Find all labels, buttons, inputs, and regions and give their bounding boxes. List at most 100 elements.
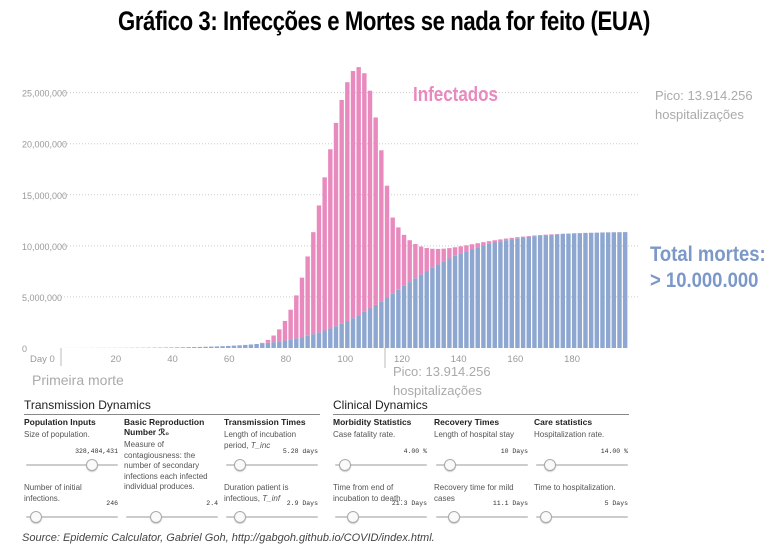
hospital-stay-desc: Length of hospital stay	[434, 430, 515, 439]
bar-deaths	[282, 340, 288, 348]
bar-infected	[294, 295, 299, 339]
bar-deaths	[209, 346, 214, 348]
bar-infected	[503, 238, 509, 241]
bar-deaths	[316, 332, 322, 348]
slider-knob[interactable]	[540, 511, 552, 523]
slider-track	[436, 516, 528, 518]
total-deaths-line2: > 10.000.000	[650, 269, 759, 292]
bar-deaths	[175, 347, 180, 348]
recovery-times: Recovery Times Length of hospital stay	[434, 417, 530, 441]
infectious-symbol: T_inf	[262, 493, 281, 503]
bar-infected	[350, 70, 356, 319]
bar-deaths	[277, 341, 282, 348]
bar-deaths	[413, 278, 418, 348]
slider-knob[interactable]	[347, 511, 359, 523]
slider-knob[interactable]	[544, 459, 556, 471]
slider-track	[536, 464, 628, 466]
slider-knob[interactable]	[150, 511, 162, 523]
transmission-dynamics-header: Transmission Dynamics	[24, 398, 320, 415]
bar-deaths	[260, 343, 265, 348]
bar-deaths	[492, 242, 497, 348]
slider-knob[interactable]	[444, 459, 456, 471]
population-desc: Size of population.	[24, 430, 90, 439]
initial-infections-slider[interactable]: 246	[26, 500, 118, 524]
source-note: Source: Epidemic Calculator, Gabriel Goh…	[22, 532, 435, 544]
bar-deaths	[226, 345, 231, 348]
morbidity-title: Morbidity Statistics	[333, 417, 412, 427]
bar-infected	[396, 227, 401, 290]
bar-infected	[271, 335, 276, 343]
slider-knob[interactable]	[86, 459, 98, 471]
bar-deaths	[214, 346, 220, 348]
bar-deaths	[271, 342, 276, 348]
bar-deaths	[549, 234, 554, 348]
x-tick-label: 20	[111, 354, 122, 365]
r0-slider[interactable]: 2.4	[126, 500, 218, 524]
population-slider[interactable]: 328,484,431	[26, 448, 118, 472]
x-tick-label: 100	[337, 354, 353, 365]
slider-knob[interactable]	[448, 511, 460, 523]
bar-infected	[407, 240, 412, 283]
incubation-symbol: T_inc	[250, 440, 271, 450]
incubation-slider[interactable]: 5.28 days	[226, 448, 318, 472]
slider-knob[interactable]	[234, 459, 246, 471]
bar-infected	[328, 149, 333, 329]
bar-deaths	[362, 311, 367, 348]
bar-deaths	[515, 238, 520, 348]
slider-knob[interactable]	[234, 511, 246, 523]
bar-deaths	[396, 289, 401, 348]
bar-deaths	[350, 318, 356, 348]
bar-deaths	[537, 235, 543, 348]
bar-deaths	[390, 293, 395, 348]
bar-infected	[435, 248, 441, 265]
bar-deaths	[197, 346, 203, 348]
total-deaths-label: Total mortes: > 10.000.000	[650, 242, 766, 294]
time-to-death-slider[interactable]: 21.3 Days	[335, 500, 427, 524]
slider-knob[interactable]	[30, 511, 42, 523]
bar-deaths	[220, 346, 225, 348]
bar-infected	[447, 248, 452, 259]
bar-infected	[305, 256, 310, 336]
bar-deaths	[401, 285, 407, 348]
bar-deaths	[594, 232, 600, 348]
incubation-value: 5.28 days	[282, 448, 318, 455]
bar-deaths	[588, 232, 594, 348]
fatality-value: 4.00 %	[403, 448, 427, 455]
bar-deaths	[322, 330, 327, 348]
slider-track	[26, 516, 118, 518]
bar-infected	[498, 239, 503, 242]
transmission-times-title: Transmission Times	[224, 417, 306, 427]
incubation-desc: Length of incubation period,	[224, 430, 297, 450]
total-deaths-line1: Total mortes:	[650, 243, 766, 266]
bar-deaths	[566, 233, 571, 348]
infected-label: Infectados	[413, 84, 499, 106]
hospital-stay-slider[interactable]: 10 Days	[436, 448, 528, 472]
time-to-death-desc: Time from end of incubation to death.	[333, 483, 403, 503]
bar-infected	[384, 185, 390, 298]
bar-deaths	[424, 271, 429, 348]
y-tick-label: 0	[22, 344, 27, 354]
chart-title: Gráfico 3: Infecções e Mortes se nada fo…	[118, 6, 650, 36]
bar-infected	[413, 244, 418, 279]
bar-infected	[537, 235, 543, 236]
peak-label-bottom: Pico: 13.914.256 hospitalizações	[393, 364, 491, 398]
bar-deaths	[379, 301, 384, 348]
morbidity-statistics: Morbidity Statistics Case fatality rate.	[333, 417, 429, 441]
bar-deaths	[294, 338, 299, 348]
hospitalization-rate-slider[interactable]: 14.00 %	[536, 448, 628, 472]
bar-deaths	[509, 239, 514, 348]
initial-infections-desc: Number of initial infections.	[24, 483, 82, 503]
mild-recovery-value: 11.1 Days	[492, 500, 528, 507]
bar-deaths	[486, 243, 492, 348]
infectious-slider[interactable]: 2.9 Days	[226, 500, 318, 524]
time-to-hospital-slider[interactable]: 5 Days	[536, 500, 628, 524]
bar-infected	[367, 90, 373, 309]
x-tick-label: 120	[394, 354, 410, 365]
slider-knob[interactable]	[339, 459, 351, 471]
bar-deaths	[345, 321, 350, 348]
fatality-rate-slider[interactable]: 4.00 %	[335, 448, 427, 472]
bar-infected	[333, 122, 339, 327]
slider-track	[536, 516, 628, 518]
bar-infected	[282, 320, 288, 341]
mild-recovery-slider[interactable]: 11.1 Days	[436, 500, 528, 524]
